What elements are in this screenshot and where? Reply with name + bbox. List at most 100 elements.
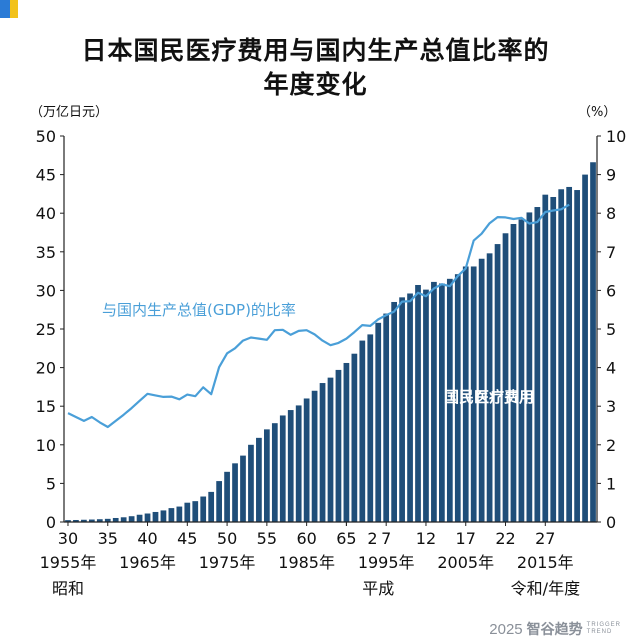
right-tick-label: 8 (606, 204, 616, 223)
bar-1963 (128, 516, 135, 522)
x-tick-label: 50 (217, 529, 237, 548)
right-tick-label: 10 (606, 127, 626, 146)
bar-1964 (136, 514, 143, 522)
x-year-label: 1975年 (199, 553, 256, 572)
x-year-label: 1965年 (119, 553, 176, 572)
x-tick-label: 30 (58, 529, 78, 548)
brand-tag1: TRIGGER (586, 622, 621, 628)
corner-blue-block (0, 0, 10, 18)
bar-2003 (446, 278, 453, 522)
bar-2005 (462, 266, 469, 522)
bar-annotation: 国民医疗费用 (444, 388, 534, 406)
bar-2012 (518, 219, 525, 522)
era-label: 昭和 (52, 579, 84, 598)
bar-1972 (200, 496, 207, 522)
bar-1998 (407, 293, 413, 522)
bar-2016 (550, 196, 557, 522)
bar-1970 (184, 502, 191, 522)
corner-decoration (0, 0, 34, 18)
bar-1960 (104, 518, 111, 522)
bar-2002 (439, 283, 445, 522)
right-tick-label: 5 (606, 320, 616, 339)
bar-1985 (303, 398, 310, 522)
right-tick-label: 0 (606, 513, 616, 532)
right-tick-label: 9 (606, 166, 616, 185)
x-year-label: 2015年 (517, 553, 574, 572)
x-tick-label: 45 (177, 529, 197, 548)
brand-tagline: TRIGGER TREND (587, 622, 621, 636)
left-tick-label: 30 (36, 281, 56, 300)
bar-1982 (279, 415, 286, 522)
bar-2007 (478, 258, 485, 522)
bar-1977 (240, 455, 246, 522)
bar-2006 (470, 266, 477, 522)
bar-1989 (335, 369, 342, 522)
bar-2000 (423, 289, 429, 522)
right-tick-label: 7 (606, 243, 616, 262)
bar-1991 (351, 353, 358, 522)
corner-yellow-block (10, 0, 18, 18)
bar-1987 (319, 383, 326, 522)
bar-1959 (96, 519, 103, 522)
bar-1992 (359, 340, 366, 522)
left-tick-label: 15 (36, 397, 56, 416)
left-tick-label: 5 (46, 474, 56, 493)
x-year-label: 1995年 (358, 553, 415, 572)
chart-title-line1: 日本国民医疗费用与国内生产总值比率的 (81, 36, 550, 65)
left-axis-unit: （万亿日元） (30, 105, 108, 120)
left-tick-label: 35 (36, 243, 56, 262)
right-axis-unit: （%） (578, 105, 616, 120)
bar-2021 (590, 162, 596, 523)
x-year-label: 2005年 (437, 553, 494, 572)
bar-1967 (160, 510, 167, 522)
bar-1974 (216, 481, 222, 522)
bar-2019 (574, 190, 580, 523)
brand-tag2: TREND (586, 629, 613, 635)
bar-1984 (295, 405, 302, 522)
bar-1962 (120, 517, 127, 522)
bar-1966 (152, 511, 159, 522)
bar-2009 (494, 244, 501, 522)
bar-1973 (208, 491, 215, 522)
bar-1990 (343, 362, 350, 522)
left-tick-label: 50 (36, 127, 56, 146)
line-annotation: 与国内生产总值(GDP)的比率 (102, 301, 296, 319)
left-tick-label: 45 (36, 166, 56, 185)
bar-2015 (542, 194, 549, 522)
bar-1993 (367, 334, 374, 522)
bar-2008 (486, 253, 493, 522)
x-tick-label: 40 (137, 529, 157, 548)
right-tick-label: 1 (606, 474, 616, 493)
x-tick-label: 2 (367, 529, 377, 548)
brand-year: 2025 (489, 620, 523, 638)
left-tick-label: 20 (36, 359, 56, 378)
x-tick-label: 65 (336, 529, 356, 548)
x-tick-label: 17 (456, 529, 476, 548)
bar-2011 (510, 224, 517, 522)
brand-name: 智谷趋势 (526, 622, 583, 638)
bar-1983 (287, 410, 294, 522)
bar-2017 (558, 189, 565, 522)
bar-1968 (168, 508, 175, 522)
gdp-ratio-line (67, 203, 570, 429)
bar-1958 (88, 519, 95, 522)
right-tick-label: 6 (606, 281, 616, 300)
bar-2014 (534, 207, 541, 523)
bar-2001 (431, 281, 437, 522)
bar-1980 (263, 429, 270, 522)
bar-1976 (232, 463, 238, 522)
era-label: 平成 (362, 579, 394, 598)
bar-1994 (375, 322, 382, 522)
bar-1999 (415, 284, 421, 522)
era-label: 令和/年度 (511, 579, 580, 598)
bar-1971 (192, 501, 199, 522)
x-tick-label: 22 (495, 529, 515, 548)
bar-1956 (73, 519, 79, 522)
bar-1965 (144, 513, 151, 522)
bar-2020 (582, 174, 588, 522)
bar-1997 (399, 297, 405, 522)
right-tick-label: 3 (606, 397, 616, 416)
chart-title: 日本国民医疗费用与国内生产总值比率的 年度变化 (0, 34, 631, 102)
right-tick-label: 2 (606, 436, 616, 455)
